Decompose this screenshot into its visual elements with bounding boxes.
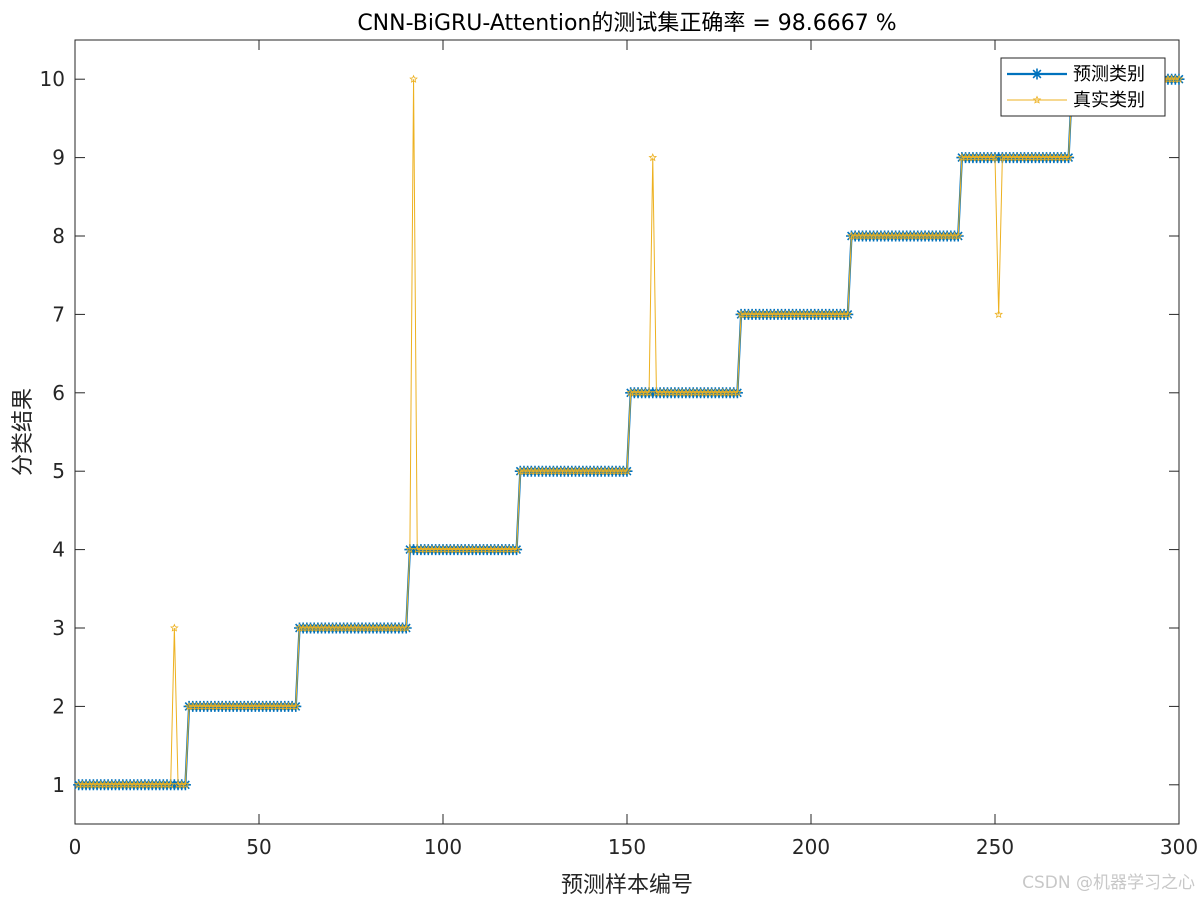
- data-point: [843, 309, 853, 319]
- legend-label: 真实类别: [1073, 90, 1145, 111]
- data-point: [953, 231, 963, 240]
- data-point: [291, 701, 301, 711]
- data-point: [1064, 153, 1073, 162]
- x-tick-label: 300: [1160, 835, 1198, 859]
- data-point: [990, 153, 1000, 162]
- data-point: [405, 545, 415, 554]
- x-axis-label: 预测样本编号: [561, 873, 693, 898]
- y-tick-label: 2: [52, 694, 65, 718]
- watermark: CSDN @机器学习之心: [1022, 873, 1195, 893]
- x-tick-label: 150: [608, 835, 646, 859]
- data-point: [644, 388, 654, 397]
- x-tick-label: 50: [246, 835, 271, 859]
- data-point: [181, 780, 190, 789]
- legend-swatch-marker: [1032, 95, 1042, 104]
- y-tick-label: 1: [52, 773, 65, 797]
- y-tick-label: 6: [52, 381, 65, 405]
- y-tick-label: 8: [52, 224, 65, 248]
- data-point: [994, 309, 1004, 319]
- series-line: [78, 78, 1179, 786]
- x-tick-label: 100: [424, 835, 462, 859]
- data-point: [1174, 74, 1184, 83]
- data-point: [409, 74, 418, 83]
- y-axis-ticks: 1 2 3 4 5 6 7 8 9 10: [40, 67, 1179, 797]
- data-point: [622, 466, 632, 475]
- x-tick-label: 0: [69, 835, 82, 859]
- data-point: [401, 623, 411, 632]
- series-actual: [74, 74, 1184, 789]
- x-tick-label: 250: [976, 835, 1014, 859]
- y-tick-label: 3: [52, 616, 65, 640]
- legend-swatch-marker: [1031, 68, 1043, 80]
- data-point: [648, 153, 658, 162]
- legend-box: [1000, 57, 1166, 117]
- x-axis-ticks: 0 50 100 150 200 250 300: [69, 40, 1198, 859]
- x-tick-label: 200: [792, 835, 830, 859]
- data-point: [512, 545, 521, 554]
- y-tick-label: 9: [52, 146, 65, 170]
- data-point: [166, 780, 176, 789]
- y-tick-label: 10: [40, 67, 65, 91]
- y-tick-label: 7: [52, 302, 65, 326]
- y-axis-label: 分类结果: [11, 388, 36, 476]
- y-tick-label: 4: [52, 538, 65, 562]
- chart-title: CNN-BiGRU-Attention的测试集正确率 = 98.6667 %: [357, 11, 896, 36]
- data-point: [170, 623, 179, 632]
- data-point: [733, 388, 742, 397]
- legend-label: 预测类别: [1073, 64, 1145, 85]
- y-tick-label: 5: [52, 459, 65, 483]
